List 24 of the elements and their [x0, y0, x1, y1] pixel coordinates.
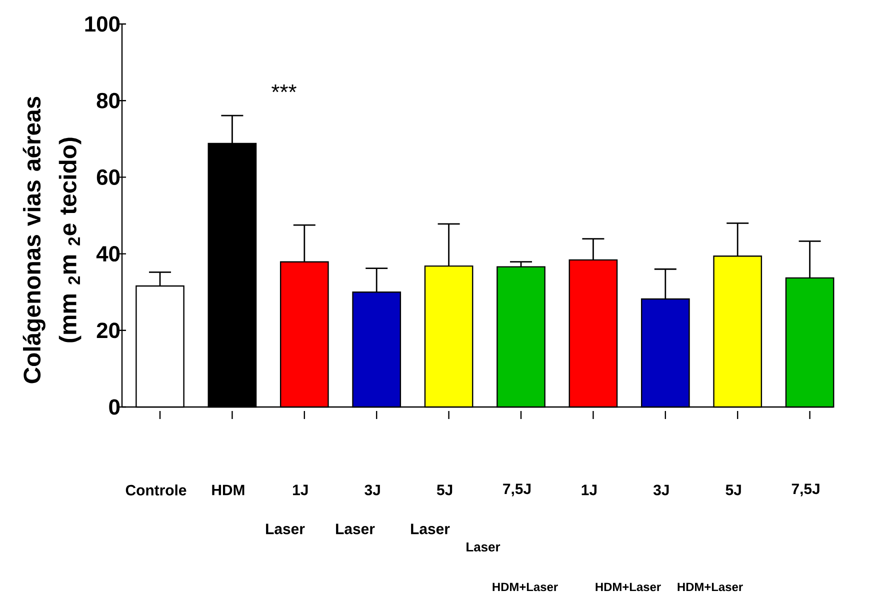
text: Laser	[266, 524, 305, 534]
y-tick-label: 100	[85, 16, 120, 32]
text: HDM+Laser	[596, 582, 661, 592]
annotation: ***	[272, 84, 296, 92]
text: Laser	[411, 524, 450, 534]
x-tick-label: 3J	[364, 484, 380, 496]
x-tick-label: 7,5J	[792, 484, 820, 496]
x-tick-label: 1J	[582, 484, 596, 496]
x-tick-label: 3J	[653, 484, 669, 496]
text: HDM+Laser	[678, 582, 743, 592]
x-tick-label: 5J	[436, 484, 452, 496]
y-tick-label: 40	[96, 246, 120, 262]
text: Laser	[336, 524, 375, 534]
x-tick-label: 5J	[726, 484, 741, 496]
x-tick-label: 1J	[293, 484, 308, 496]
y-tick-label: 20	[96, 322, 120, 338]
x-tick-label: Controle	[126, 484, 186, 496]
y-tick-label: 80	[96, 92, 120, 108]
x-tick-label: HDM	[212, 484, 244, 496]
x-tick-label: 7,5J	[503, 484, 531, 496]
text: Laser	[466, 542, 500, 552]
text: HDM+Laser	[492, 582, 558, 592]
y-tick-label: 0	[109, 399, 120, 415]
y-tick-label: 60	[96, 169, 120, 185]
